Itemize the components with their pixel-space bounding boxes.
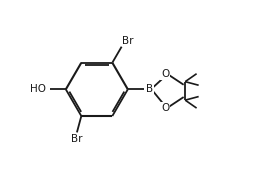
Text: HO: HO [30,84,46,94]
Text: O: O [161,103,169,113]
Text: Br: Br [122,36,134,46]
Text: O: O [161,69,169,79]
Text: Br: Br [71,134,83,144]
Text: B: B [146,84,153,94]
